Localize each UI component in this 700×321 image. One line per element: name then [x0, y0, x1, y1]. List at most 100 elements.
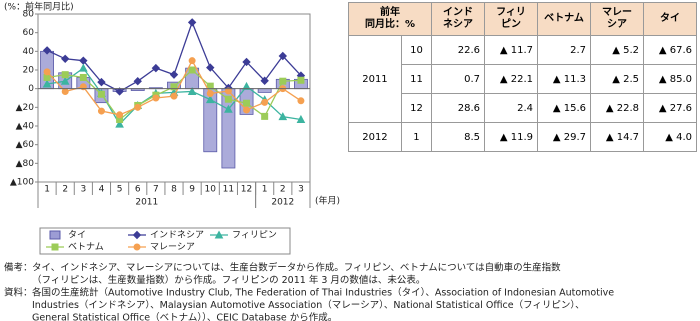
legend-label: インドネシア: [150, 230, 204, 241]
header-row: 前年 同月比：% インド ネシア フィリ ピン ベトナム マレー シア タイ: [348, 2, 697, 36]
table-cell: 前年 同月比：%: [348, 2, 432, 36]
marker: [60, 54, 70, 64]
marker: [224, 104, 233, 113]
marker: [115, 119, 124, 128]
bar: [257, 88, 272, 93]
x-tick-label: 6: [135, 185, 141, 195]
marker: [151, 63, 161, 73]
note-label: 備考：: [4, 262, 33, 274]
marker: [134, 103, 142, 111]
marker: [279, 77, 287, 85]
table-cell: ▲ 85.0: [643, 64, 697, 94]
table-cell: 2.4: [484, 93, 538, 123]
note-label: 資料：: [4, 287, 33, 299]
table-row: 2011 10 22.6 ▲ 11.7 2.7 ▲ 5.2 ▲ 67.6: [348, 35, 697, 123]
data-table: 前年 同月比：% インド ネシア フィリ ピン ベトナム マレー シア タイ 2011 10 2…: [348, 2, 697, 152]
table-cell: 0.7: [431, 64, 485, 94]
marker: [78, 63, 88, 72]
marker: [133, 243, 141, 251]
marker: [170, 92, 178, 100]
legend-swatch: [49, 230, 61, 240]
x-tick-label: 5: [117, 185, 123, 195]
table-cell: ▲ 22.8: [590, 93, 644, 123]
marker: [51, 243, 59, 251]
table-cell: 2011: [348, 35, 402, 123]
table-cell: 2.7: [537, 35, 591, 65]
x-group-label: 2012: [271, 198, 294, 208]
x-group-label: 2011: [135, 198, 158, 208]
x-tick-label: 1: [44, 185, 50, 195]
marker: [205, 95, 215, 104]
legend-label: マレーシア: [150, 243, 195, 253]
marker: [260, 76, 269, 85]
note-line: General Statistical Office（ベトナム））、CEIC D…: [32, 312, 337, 321]
table-cell: ▲ 14.7: [590, 122, 644, 152]
x-tick-label: 10: [205, 185, 217, 195]
marker: [169, 70, 179, 79]
marker: [224, 95, 232, 103]
x-tick-label: 2: [280, 185, 286, 195]
marker: [296, 114, 306, 123]
marker: [152, 94, 160, 102]
table-cell: 10: [400, 35, 433, 65]
table-cell: フィリ ピン: [484, 2, 538, 36]
marker: [214, 230, 224, 239]
y-tick-label: 40: [23, 47, 35, 57]
table-row: 2012 1 8.5 ▲ 11.9 ▲ 29.7 ▲ 14.7 ▲ 4.0: [348, 122, 697, 152]
y-tick-label: 0: [28, 84, 34, 94]
note-line: 各国の生産統計（Automotive Industry Club, The Fe…: [32, 287, 614, 299]
x-tick-label: 2: [62, 185, 68, 195]
table-row: 12 28.6 2.4 ▲ 15.6 ▲ 22.8 ▲ 27.6: [349, 93, 697, 123]
table-cell: 2012: [348, 122, 402, 152]
table-cell: タイ: [643, 2, 697, 36]
marker: [261, 112, 269, 120]
marker: [187, 18, 197, 27]
table-cell: ▲ 11.7: [484, 35, 538, 65]
x-tick-label: 8: [171, 185, 177, 195]
table-cell: ▲ 67.6: [643, 35, 697, 65]
marker: [43, 68, 51, 76]
marker: [97, 90, 105, 98]
table-cell: ▲ 11.3: [537, 64, 591, 94]
x-tick-label: 7: [153, 185, 159, 195]
x-tick-label: 11: [223, 185, 234, 195]
marker: [97, 77, 106, 87]
table-cell: ▲ 15.6: [537, 93, 591, 123]
legend-label: ベトナム: [68, 242, 104, 253]
marker: [243, 106, 251, 114]
table-row: 11 0.7 ▲ 22.1 ▲ 11.3 ▲ 2.5 ▲ 85.0: [349, 64, 697, 94]
y-tick-label: ▲80: [16, 159, 35, 169]
table-cell: 28.6: [431, 93, 485, 123]
x-tick-label: 1: [262, 185, 268, 195]
marker: [116, 111, 124, 119]
table-cell: 1: [400, 122, 433, 152]
marker: [42, 46, 52, 55]
table-cell: ▲ 5.2: [590, 35, 644, 65]
y-tick-label: ▲60: [16, 140, 35, 150]
table-cell: 11: [400, 64, 433, 94]
marker: [61, 87, 69, 95]
y-tick-label: ▲100: [10, 178, 34, 188]
note-line: Industries（インドネシア）、Malaysian Automotive …: [32, 299, 585, 311]
x-tick-label: 3: [298, 185, 304, 195]
marker: [170, 83, 178, 91]
legend-label: タイ: [68, 230, 86, 241]
marker: [224, 87, 232, 95]
marker: [60, 76, 70, 85]
marker: [261, 98, 269, 106]
marker: [243, 99, 251, 107]
marker: [115, 87, 124, 96]
table-cell: ▲ 22.1: [484, 64, 538, 94]
y-tick-label: 20: [23, 66, 35, 76]
table-cell: 8.5: [431, 122, 485, 152]
marker: [79, 73, 87, 81]
y-tick-label: ▲20: [16, 103, 35, 113]
marker: [206, 90, 214, 98]
legend-label: フィリピン: [232, 230, 277, 241]
table-cell: ▲ 27.6: [643, 93, 697, 123]
y-tick-label: 60: [23, 28, 35, 38]
marker: [42, 79, 52, 88]
legend: [39, 227, 291, 255]
